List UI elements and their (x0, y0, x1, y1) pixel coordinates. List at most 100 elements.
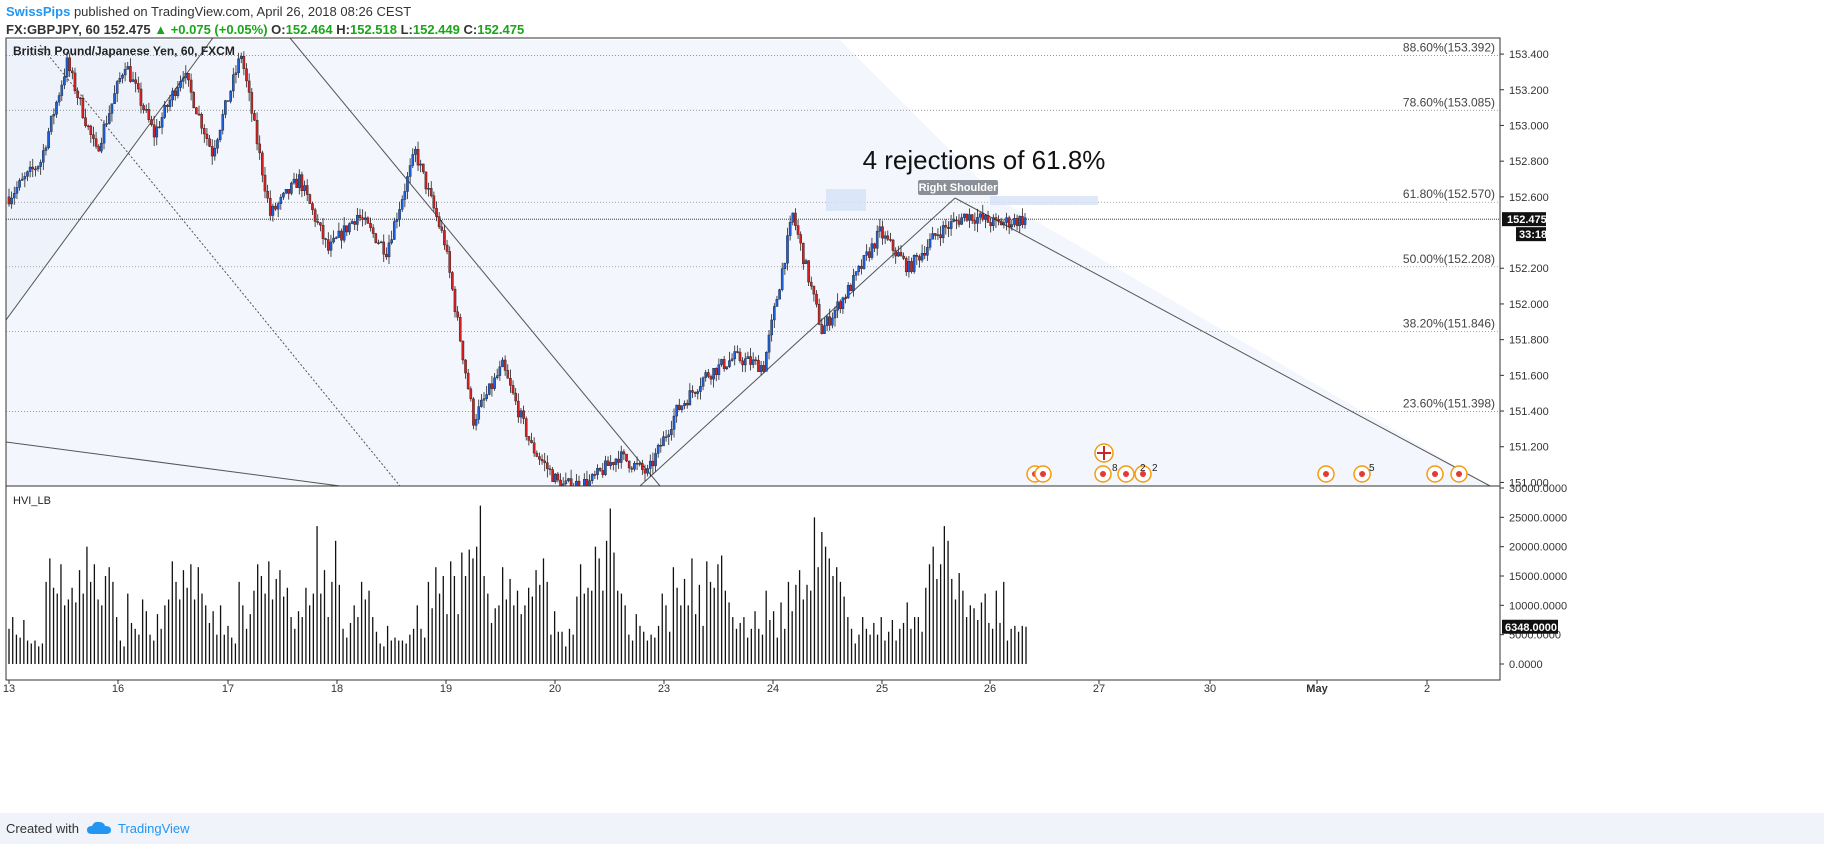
candle-body (123, 69, 127, 76)
fib-level-label: 23.60%(151.398) (1403, 396, 1495, 410)
candle-body (622, 451, 626, 455)
candle-body (820, 324, 824, 334)
candle-body (725, 366, 729, 369)
time-axis-label: 20 (549, 683, 561, 695)
candle-body (514, 392, 517, 402)
candle-body (601, 470, 605, 475)
candle-body (743, 358, 747, 366)
candle-body (802, 242, 805, 265)
candle-body (487, 383, 491, 395)
fib-level-label: 88.60%(153.392) (1403, 40, 1495, 54)
candle-body (646, 468, 649, 474)
candle-body (139, 88, 143, 106)
candle-body (633, 462, 636, 470)
candle-body (704, 372, 707, 378)
price-axis-label: 152.800 (1509, 156, 1549, 168)
candle-body (324, 238, 327, 240)
last-price-tag (1502, 212, 1546, 227)
candle-body (733, 351, 737, 360)
candle-body (71, 70, 74, 74)
event-marker-dot (1140, 471, 1146, 477)
candle-body (902, 255, 905, 259)
candle-body (1013, 218, 1016, 225)
candle-body (939, 234, 942, 239)
fib-level-label: 61.80%(152.570) (1403, 187, 1495, 201)
time-axis-label: 13 (3, 683, 15, 695)
candle-body (841, 297, 845, 309)
candle-body (166, 105, 169, 107)
candle-body (398, 209, 401, 220)
candle-body (582, 479, 586, 486)
candle-body (749, 356, 752, 365)
candle-body (485, 394, 488, 399)
candle-body (511, 385, 515, 394)
candle-body (575, 480, 578, 486)
time-axis-label: 27 (1093, 683, 1105, 695)
candle-body (173, 90, 177, 96)
event-marker-count: 5 (1369, 463, 1375, 474)
candle-body (604, 460, 607, 475)
candle-body (799, 234, 802, 244)
candle-body (857, 265, 861, 272)
volume-axis-label: 25000.0000 (1509, 512, 1567, 524)
candle-body (923, 253, 927, 256)
price-axis-label: 151.800 (1509, 335, 1549, 347)
candle-body (443, 230, 446, 246)
tradingview-brand-link[interactable]: TradingView (118, 821, 190, 836)
candle-body (625, 453, 628, 462)
candle-body (762, 365, 766, 372)
candle-body (287, 189, 291, 194)
event-marker-dot (1456, 471, 1462, 477)
candle-body (590, 474, 594, 481)
candle-body (538, 456, 541, 460)
candle-body (195, 107, 198, 115)
candle-body (780, 268, 784, 290)
candle-body (493, 377, 496, 389)
candle-body (973, 220, 977, 224)
candle-body (540, 459, 544, 462)
price-axis-label: 153.400 (1509, 49, 1549, 61)
candle-body (218, 129, 222, 140)
candle-body (794, 212, 797, 226)
candle-body (94, 138, 98, 147)
event-marker-count: 2 (1152, 463, 1158, 474)
price-pane (6, 38, 1500, 492)
chart-canvas[interactable]: 88.60%(153.392) 78.60%(153.085) 61.80%(152… (0, 0, 1824, 813)
candle-body (482, 398, 486, 401)
candle-body (630, 467, 634, 470)
candle-body (588, 480, 591, 486)
candle-body (1018, 216, 1022, 226)
candle-body (947, 226, 950, 229)
candle-body (379, 241, 383, 244)
price-axis-label: 152.200 (1509, 263, 1549, 275)
candle-body (163, 105, 166, 118)
chart-header: SwissPips published on TradingView.com, … (0, 0, 1824, 44)
candle-body (134, 79, 137, 84)
time-axis-label: 30 (1204, 683, 1216, 695)
candle-body (329, 241, 333, 251)
candle-body (356, 214, 359, 225)
candle-body (556, 473, 560, 481)
candle-body (886, 235, 890, 240)
candle-body (860, 265, 863, 269)
candle-body (60, 84, 64, 96)
candle-body (573, 488, 575, 492)
candle-body (738, 351, 742, 361)
candle-body (960, 217, 963, 225)
neckline-rise (639, 197, 956, 486)
candle-body (363, 217, 367, 220)
fib-level-label: 78.60%(153.085) (1403, 95, 1495, 109)
candle-body (720, 359, 723, 365)
volume-axis-label: 10000.0000 (1509, 600, 1567, 612)
candle-body (746, 356, 750, 359)
candle-body (36, 166, 40, 170)
candle-body (350, 221, 354, 224)
candle-body (844, 297, 847, 299)
author-link[interactable]: SwissPips (6, 4, 71, 19)
candle-body (142, 105, 145, 111)
candle-body (437, 216, 441, 228)
candle-body (952, 219, 956, 222)
candle-body (498, 366, 502, 376)
volume-pane-title: HVI_LB (13, 495, 51, 507)
candle-body (707, 372, 710, 377)
